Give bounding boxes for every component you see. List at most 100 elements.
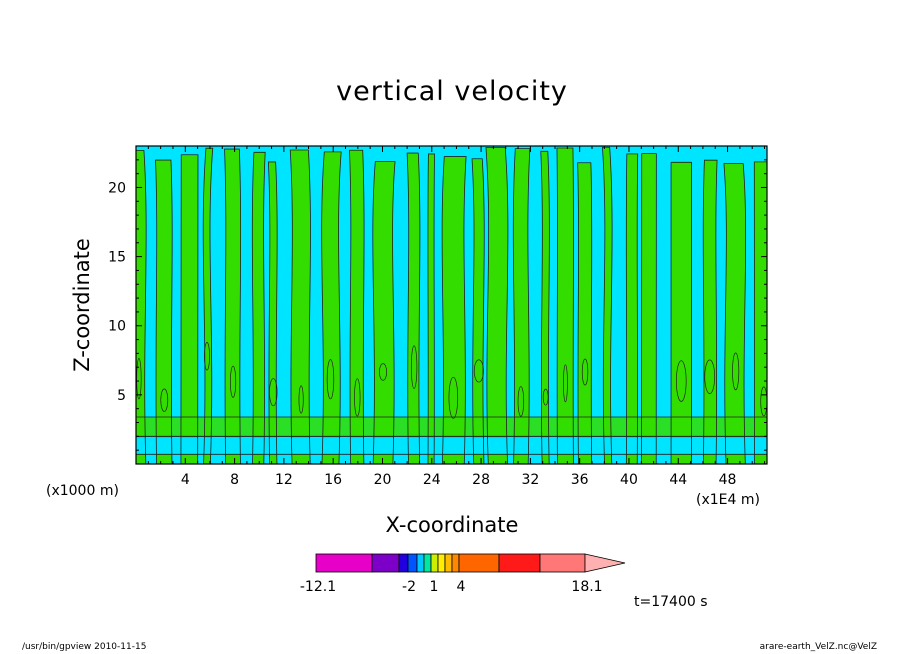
time-label: t=17400 s — [634, 594, 708, 610]
updraft-plume — [427, 153, 435, 464]
colorbar-segment — [371, 553, 400, 573]
eddy-contour — [204, 341, 210, 371]
plume-contour — [670, 161, 692, 464]
updraft-plume — [290, 150, 311, 464]
colorbar-label: -12.1 — [300, 579, 336, 595]
updraft-plume — [442, 156, 467, 464]
eddy-contour — [298, 385, 304, 414]
contour-lines — [136, 146, 767, 464]
eddy-contour — [563, 364, 568, 403]
eddy-contour — [230, 365, 237, 398]
colorbar-label: 18.1 — [571, 579, 602, 595]
eddy-contour — [410, 345, 418, 389]
colorbar-segment — [423, 553, 432, 573]
x-tick-label: 12 — [275, 472, 293, 488]
updraft-plume — [513, 148, 530, 464]
updraft-plume — [321, 151, 342, 464]
plume-contour — [180, 154, 199, 464]
updraft-plume — [155, 160, 173, 464]
updraft-plume — [252, 152, 266, 464]
eddy-contour — [136, 358, 142, 400]
updraft-plume — [407, 153, 420, 464]
updraft-plume — [224, 149, 241, 464]
updraft-plume — [349, 150, 365, 464]
x-tick-label: 36 — [571, 472, 589, 488]
plume-contour — [625, 153, 639, 464]
plume-contour — [289, 149, 311, 464]
colorbar-segment — [451, 553, 460, 573]
plume-contour — [641, 153, 657, 464]
y-axis-label: Z-coordinate — [70, 238, 94, 372]
plume-contour — [427, 153, 435, 464]
updraft-plume — [180, 154, 198, 464]
colorbar-label: -2 — [402, 579, 416, 595]
colorbar-segment — [458, 553, 500, 573]
plume-contour — [251, 151, 266, 464]
colorbar-segment — [539, 553, 586, 573]
colorbar-label: 4 — [457, 579, 466, 595]
x-tick-label: 24 — [423, 472, 441, 488]
y-tick-label: 20 — [108, 180, 126, 196]
y-tick-label: 5 — [117, 388, 126, 404]
low-level-updraft-layer — [136, 416, 767, 437]
plume-contour — [540, 150, 550, 464]
chart-title: vertical velocity — [336, 76, 568, 107]
updraft-plume — [372, 161, 396, 464]
x-tick-label: 48 — [719, 472, 737, 488]
colorbar: -12.1 -2 1 4 18.1 — [300, 553, 626, 595]
x-tick-label: 4 — [181, 472, 190, 488]
colorbar-segment — [437, 553, 446, 573]
plume-contour — [406, 152, 421, 464]
eddy-contour — [160, 388, 169, 412]
updraft-plume — [577, 162, 592, 464]
eddy-contour — [448, 376, 459, 419]
x-tick-label: 40 — [620, 472, 638, 488]
y-tick-label: 10 — [108, 319, 126, 335]
eddy-contour — [581, 358, 589, 386]
colorbar-segment — [430, 553, 439, 573]
plume-contour — [441, 156, 467, 464]
updraft-plume — [754, 161, 767, 464]
plume-contour — [753, 161, 767, 464]
eddy-contour — [379, 363, 388, 381]
x-tick-label: 16 — [324, 472, 342, 488]
y-axis-unit: (x1000 m) — [46, 483, 119, 499]
eddy-contour — [269, 378, 278, 407]
updraft-plume — [540, 151, 550, 464]
plume-contour — [556, 147, 574, 464]
updraft-plume — [723, 163, 746, 464]
plume-contour — [267, 161, 278, 464]
updraft-plume — [472, 158, 485, 464]
plume-contour — [321, 151, 342, 464]
eddy-contour — [704, 359, 716, 394]
updraft-plume — [626, 153, 638, 464]
eddy-contour — [354, 378, 361, 417]
eddy-contour — [542, 388, 549, 406]
updraft-plume — [671, 162, 692, 464]
updraft-plume — [602, 147, 613, 464]
x-tick-label: 20 — [374, 472, 392, 488]
eddy-contour — [676, 360, 687, 402]
colorbar-label: 1 — [430, 579, 439, 595]
eddy-contour — [517, 386, 525, 417]
x-tick-label: 28 — [472, 472, 490, 488]
eddy-contour — [326, 359, 335, 400]
plume-contour — [702, 159, 718, 464]
colorbar-segment — [444, 553, 453, 573]
colorbar-segment — [315, 553, 373, 573]
eddy-contour — [732, 352, 740, 391]
plume-contour — [349, 149, 365, 464]
updraft-plume — [203, 148, 213, 464]
footer-data-source: arare-earth_VelZ.nc@VelZ — [759, 642, 877, 652]
boundary-downdraft-layer — [136, 437, 767, 455]
x-axis-unit: (x1E4 m) — [696, 492, 760, 508]
updraft-plume — [641, 153, 657, 464]
x-tick-label: 32 — [521, 472, 539, 488]
plume-contour — [723, 163, 747, 464]
colorbar-segment — [498, 553, 541, 573]
plume-contour — [372, 161, 396, 464]
updraft-plume — [268, 161, 278, 464]
plume-contour — [136, 149, 147, 464]
